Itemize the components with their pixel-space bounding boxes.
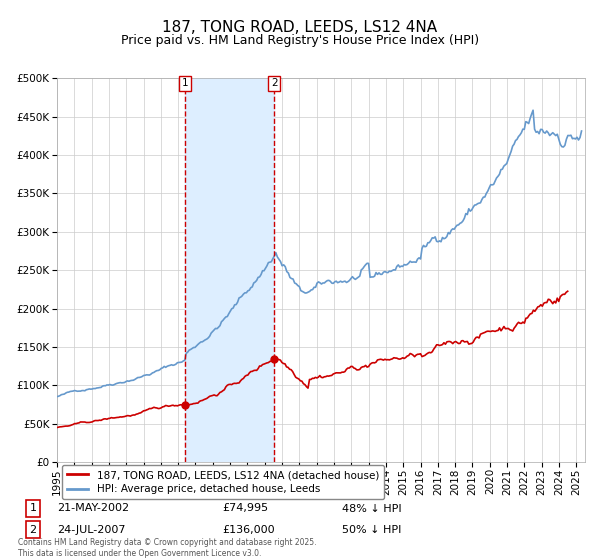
Text: 2: 2 [271,78,278,88]
Text: £136,000: £136,000 [222,525,275,535]
Text: Price paid vs. HM Land Registry's House Price Index (HPI): Price paid vs. HM Land Registry's House … [121,34,479,46]
Text: 21-MAY-2002: 21-MAY-2002 [57,503,129,514]
Text: 1: 1 [181,78,188,88]
Bar [185,78,274,462]
Text: 48% ↓ HPI: 48% ↓ HPI [342,503,401,514]
Text: £74,995: £74,995 [222,503,268,514]
Text: 24-JUL-2007: 24-JUL-2007 [57,525,125,535]
Legend: 187, TONG ROAD, LEEDS, LS12 4NA (detached house), HPI: Average price, detached h: 187, TONG ROAD, LEEDS, LS12 4NA (detache… [62,465,384,500]
Text: 187, TONG ROAD, LEEDS, LS12 4NA: 187, TONG ROAD, LEEDS, LS12 4NA [163,20,437,35]
Text: 50% ↓ HPI: 50% ↓ HPI [342,525,401,535]
Text: 2: 2 [29,525,37,535]
Text: Contains HM Land Registry data © Crown copyright and database right 2025.
This d: Contains HM Land Registry data © Crown c… [18,538,317,558]
Text: 1: 1 [29,503,37,514]
